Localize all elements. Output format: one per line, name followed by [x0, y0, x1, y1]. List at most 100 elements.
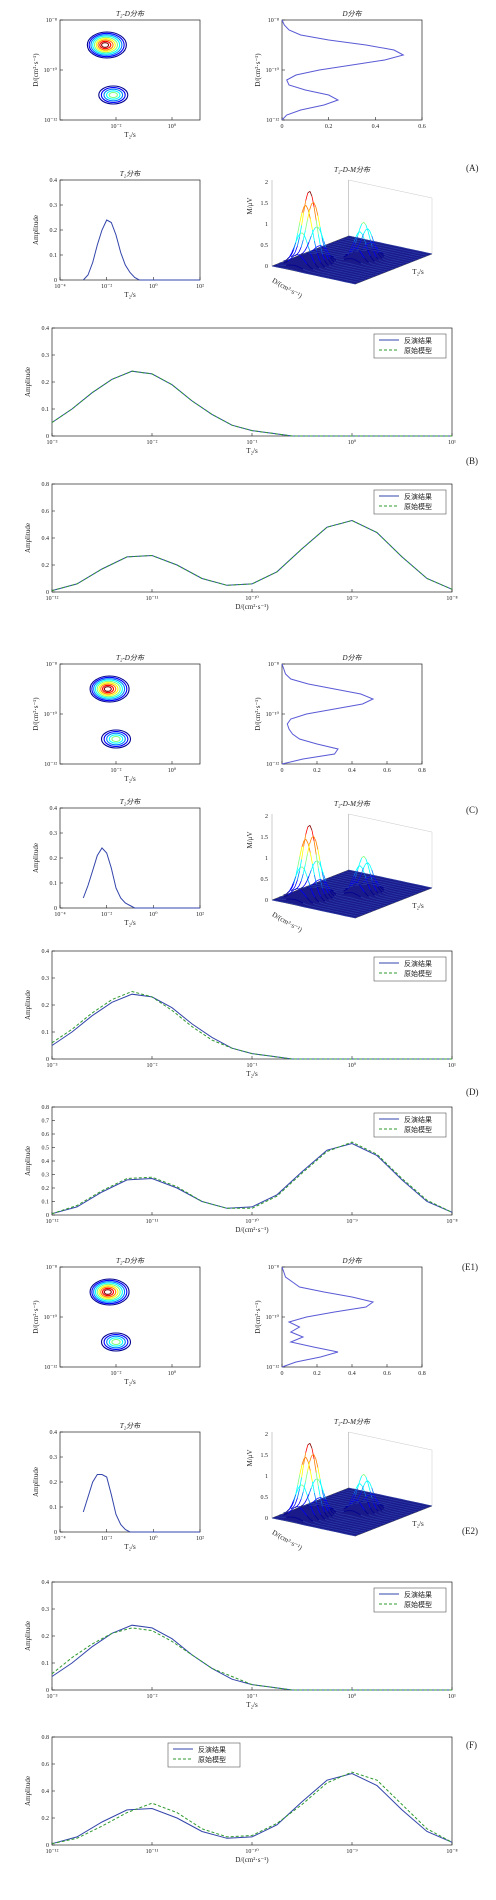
chart-4-mesh — [339, 240, 342, 242]
chart-10-mesh — [379, 899, 382, 901]
chart-10-mesh — [406, 891, 409, 893]
chart-6: 10⁻¹² 10⁻¹¹ 10⁻¹⁰ 10⁻⁹ 10⁻⁸00.20.40.60.8D/(c… — [24, 482, 458, 611]
chart-16-mesh — [355, 1519, 358, 1521]
chart-13-contour-2 — [106, 1335, 126, 1349]
chart-4-mesh — [429, 253, 433, 255]
chart-10-mesh — [339, 874, 342, 876]
chart-13-contour-1 — [91, 1279, 128, 1305]
chart-10-mesh — [330, 886, 333, 888]
chart-4-mesh — [351, 282, 354, 284]
chart-16-mesh — [306, 1493, 310, 1499]
chart-14-xtick: 0.2 — [313, 1371, 321, 1377]
chart-4-mesh — [315, 220, 319, 235]
chart-10-mesh — [313, 841, 317, 855]
chart-16-mesh — [324, 1528, 327, 1531]
chart-4-ylabel: D/(cm²·s⁻¹) — [271, 277, 304, 301]
chart-4-mesh — [327, 275, 331, 277]
chart-4-mesh — [376, 248, 379, 250]
chart-4-mesh — [351, 242, 355, 248]
chart-10-mesh — [381, 888, 385, 891]
chart-4-mesh — [306, 270, 310, 272]
chart-4-mesh — [369, 230, 373, 237]
chart-10-mesh — [343, 908, 347, 910]
chart-16-mesh — [294, 1517, 297, 1519]
chart-10-mesh — [331, 888, 334, 890]
chart-4-mesh — [323, 274, 326, 276]
chart-10-mesh — [319, 905, 322, 907]
chart-9-xtick: 10⁰ — [149, 911, 158, 918]
chart-15-xtick: 10⁰ — [149, 1535, 158, 1542]
chart-4-mesh — [359, 240, 362, 242]
chart-18-xtick: 10⁻¹¹ — [146, 1849, 159, 1855]
chart-16-mesh — [343, 1526, 347, 1528]
chart-10-mesh — [331, 889, 334, 892]
chart-4-mesh — [401, 251, 404, 253]
chart-14-title: D分布 — [341, 1257, 362, 1265]
chart-10-mesh — [395, 898, 398, 900]
chart-16-mesh — [364, 1525, 367, 1528]
panel-label-b: (B) — [466, 456, 478, 466]
chart-4-mesh — [394, 257, 397, 259]
chart-4-mesh — [332, 263, 335, 266]
chart-16-mesh — [384, 1511, 387, 1513]
chart-10-mesh — [349, 916, 352, 918]
chart-16-mesh — [372, 1499, 375, 1501]
chart-10-mesh — [359, 906, 363, 909]
chart-10-mesh — [381, 886, 384, 889]
chart-4-mesh — [335, 274, 339, 276]
chart-16-mesh — [393, 1504, 396, 1506]
chart-4-mesh — [358, 239, 362, 245]
chart-4-mesh — [372, 263, 376, 266]
chart-4-mesh — [340, 278, 343, 280]
chart-16-mesh — [359, 1497, 363, 1499]
chart-16-mesh — [367, 1524, 371, 1526]
chart-4-mesh — [379, 265, 382, 267]
chart-16-mesh — [300, 1507, 303, 1511]
chart-4-mesh — [344, 251, 347, 253]
chart-4-mesh — [404, 247, 407, 249]
chart-6-ytick: 0.4 — [42, 536, 50, 542]
chart-10-mesh — [299, 859, 302, 872]
chart-4-mesh — [400, 249, 404, 251]
chart-4-mesh — [380, 260, 383, 263]
chart-4-mesh — [313, 227, 316, 231]
chart-4-mesh — [363, 229, 366, 235]
chart-10-mesh — [343, 877, 346, 880]
chart-4-mesh — [327, 259, 331, 263]
chart-10-mesh — [382, 897, 386, 900]
chart-4-mesh — [344, 278, 347, 281]
chart-4-mesh — [329, 256, 333, 261]
chart-16-mesh — [303, 1452, 307, 1465]
chart-16-mesh — [386, 1511, 389, 1514]
chart-1-xtick: 10⁰ — [168, 123, 177, 130]
chart-10-mesh — [406, 896, 410, 898]
chart-4-mesh — [371, 240, 374, 242]
chart-16-mesh — [324, 1503, 327, 1505]
chart-10-mesh — [356, 899, 360, 901]
chart-12: 10⁻¹² 10⁻¹¹ 10⁻¹⁰ 10⁻⁹ 10⁻⁸00.10.20.30.40.50… — [24, 1105, 458, 1234]
chart-16-mesh — [317, 1467, 321, 1479]
chart-10-mesh — [383, 885, 386, 888]
chart-16-mesh — [385, 1506, 388, 1509]
chart-4-mesh — [394, 259, 397, 261]
chart-16-mesh — [332, 1502, 335, 1504]
chart-4-mesh — [381, 254, 385, 257]
chart-16-mesh — [317, 1478, 320, 1482]
chart-10-mesh — [334, 901, 338, 903]
chart-10-mesh — [379, 885, 383, 889]
chart-16-ztick: 1.5 — [261, 1453, 269, 1459]
chart-10-mesh — [367, 862, 370, 866]
chart-16-mesh — [318, 1519, 322, 1522]
chart-10-mesh — [379, 876, 382, 878]
chart-15-ytick: 0.1 — [50, 1505, 58, 1511]
chart-10-mesh — [335, 908, 339, 910]
chart-10-mesh — [339, 907, 342, 909]
chart-5-legend-label: 原始模型 — [404, 346, 432, 355]
chart-10-mesh — [350, 897, 353, 899]
chart-10-mesh — [377, 886, 381, 891]
chart-4-mesh — [331, 271, 334, 273]
chart-4-mesh — [365, 228, 368, 231]
chart-16-mesh — [344, 1530, 347, 1533]
chart-16-mesh — [294, 1522, 298, 1524]
chart-16-mesh — [322, 1517, 326, 1520]
